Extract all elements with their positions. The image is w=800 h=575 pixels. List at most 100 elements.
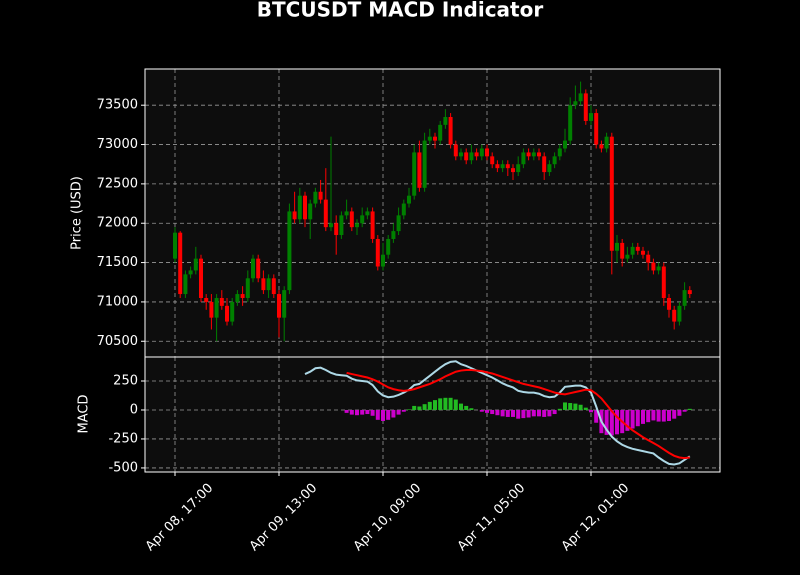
histogram-bar <box>646 409 651 423</box>
plot-frame <box>144 356 721 473</box>
candle-body <box>422 140 427 188</box>
candle-body <box>245 278 250 298</box>
candle-body <box>287 211 292 291</box>
histogram-bar <box>563 402 567 410</box>
y-tick-label: 72000 <box>97 216 138 231</box>
histogram-bar <box>448 397 453 410</box>
histogram-bar <box>469 408 474 410</box>
histogram-bar <box>656 409 661 422</box>
histogram-bar <box>531 409 536 417</box>
candle-body <box>667 297 671 310</box>
histogram-bar <box>578 404 583 410</box>
histogram-bar <box>365 409 370 415</box>
candle-body <box>282 290 287 318</box>
candle-body <box>557 148 562 157</box>
candle-body <box>495 164 500 169</box>
histogram-bar <box>500 409 505 417</box>
histogram-bar <box>604 409 609 435</box>
candle-body <box>687 290 692 295</box>
histogram-bar <box>537 409 541 417</box>
candle-body <box>370 211 375 239</box>
histogram-bar <box>453 399 458 410</box>
candle-body <box>635 246 640 251</box>
histogram-bar <box>661 409 666 422</box>
candle-body <box>355 223 359 228</box>
candle-body <box>490 156 495 165</box>
histogram-bar <box>573 403 578 410</box>
candle-body <box>453 144 458 157</box>
candle-body <box>448 117 453 145</box>
candle-body <box>225 305 229 322</box>
y-tick-label: 70500 <box>97 334 138 349</box>
candle-body <box>313 191 318 204</box>
histogram-bar <box>360 409 365 415</box>
candle-body <box>412 152 417 196</box>
candle-body <box>417 152 422 188</box>
candle-body <box>620 242 625 259</box>
candle-body <box>261 278 266 291</box>
candle-body <box>256 258 261 279</box>
histogram-bar <box>677 409 682 416</box>
candle-body <box>464 152 469 161</box>
histogram-bar <box>672 409 677 419</box>
histogram-bar <box>547 409 552 417</box>
candle-body <box>188 270 193 275</box>
histogram-bar <box>464 405 469 410</box>
candle-body <box>427 136 432 141</box>
candle-body <box>173 232 177 259</box>
candle-body <box>230 301 235 322</box>
candle-body <box>360 215 365 224</box>
candle-body <box>297 195 302 220</box>
candle-body <box>609 136 614 251</box>
histogram-bar <box>542 409 547 417</box>
candle-body <box>589 113 593 121</box>
candle-body <box>329 223 333 228</box>
candle-body <box>443 117 448 125</box>
candle-body <box>672 309 677 322</box>
candle-body <box>271 278 276 295</box>
histogram-bar <box>495 409 500 416</box>
histogram-bar <box>349 409 354 415</box>
candle-body <box>526 152 531 157</box>
candle-body <box>537 152 541 157</box>
candle-body <box>594 113 599 145</box>
histogram-bar <box>422 404 427 410</box>
candle-body <box>365 211 370 216</box>
histogram-bar <box>386 409 391 420</box>
candle-body <box>323 199 328 228</box>
candle-body <box>469 152 474 161</box>
candle-body <box>266 278 271 291</box>
y-axis-label: MACD <box>77 395 92 434</box>
candle-body <box>615 242 619 251</box>
histogram-bar <box>427 401 432 410</box>
histogram-bar <box>682 409 687 412</box>
histogram-bar <box>375 409 380 420</box>
candle-body <box>308 203 313 220</box>
histogram-bar <box>433 400 437 410</box>
candle-body <box>651 262 656 271</box>
candle-body <box>339 215 344 236</box>
y-axis-label: Price (USD) <box>70 176 85 250</box>
candle-body <box>334 223 339 236</box>
candle-body <box>578 93 583 102</box>
candle-body <box>573 101 578 106</box>
histogram-bar <box>407 409 411 410</box>
histogram-bar <box>490 409 495 415</box>
candle-body <box>677 305 682 322</box>
histogram-bar <box>635 409 640 427</box>
candle-body <box>407 195 411 204</box>
y-tick-label: -500 <box>108 460 138 475</box>
candle-body <box>599 144 604 149</box>
histogram-bar <box>479 409 484 412</box>
series-line <box>304 360 691 466</box>
histogram-bar <box>485 409 489 413</box>
histogram-bar <box>687 408 692 410</box>
histogram-bar <box>401 409 406 412</box>
histogram-bar <box>370 409 375 416</box>
candle-body <box>552 156 557 165</box>
candle-body <box>235 294 240 302</box>
histogram-bar <box>630 409 635 429</box>
candle-body <box>375 238 380 267</box>
candle-body <box>521 152 526 165</box>
candle-body <box>438 124 443 141</box>
